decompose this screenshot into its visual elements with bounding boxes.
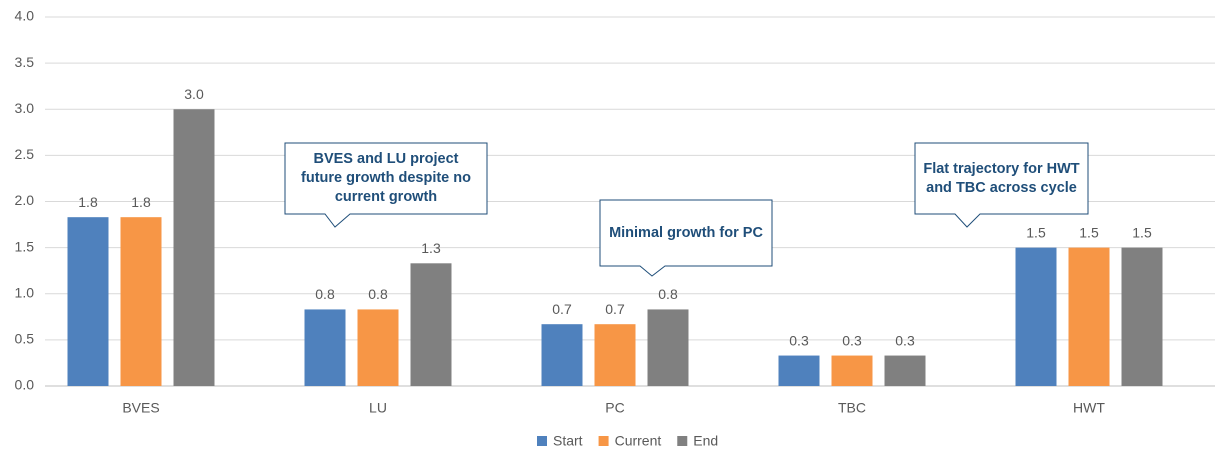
legend-swatch	[598, 436, 609, 446]
legend-label: Start	[553, 433, 583, 449]
y-tick-label: 0.0	[15, 377, 35, 393]
value-label: 3.0	[184, 86, 204, 102]
bar	[778, 355, 820, 386]
x-tick-label: BVES	[122, 400, 159, 416]
value-label: 1.3	[421, 240, 441, 256]
value-label: 0.3	[789, 332, 809, 348]
x-tick-label: TBC	[838, 400, 866, 416]
y-tick-label: 4.0	[15, 8, 35, 24]
x-tick-label: PC	[605, 400, 624, 416]
legend-label: Current	[615, 433, 662, 449]
bar	[594, 324, 636, 386]
value-label: 0.8	[658, 286, 678, 302]
y-tick-label: 2.0	[15, 192, 35, 208]
callout-box	[914, 142, 1089, 228]
legend-label: End	[693, 433, 718, 449]
bar	[173, 109, 215, 386]
bar	[410, 263, 452, 386]
y-tick-label: 0.5	[15, 331, 35, 347]
value-label: 1.5	[1026, 224, 1046, 240]
callout-box	[599, 199, 773, 277]
bar	[1068, 247, 1110, 386]
value-label: 0.8	[368, 286, 388, 302]
bar	[1121, 247, 1163, 386]
value-label: 0.7	[552, 301, 572, 317]
bar	[67, 217, 109, 386]
value-label: 0.3	[842, 332, 862, 348]
x-tick-label: LU	[369, 400, 387, 416]
bar	[884, 355, 926, 386]
y-tick-label: 2.5	[15, 146, 35, 162]
legend-swatch	[537, 436, 547, 446]
bar	[831, 355, 873, 386]
x-tick-label: HWT	[1073, 400, 1105, 416]
callout-text: BVES and LU project future growth despit…	[301, 151, 471, 205]
bar	[541, 324, 583, 386]
value-label: 1.5	[1132, 224, 1152, 240]
value-label: 1.8	[131, 194, 151, 210]
callout-text: Flat trajectory for HWT and TBC across c…	[923, 160, 1080, 196]
value-label: 0.7	[605, 301, 625, 317]
y-tick-label: 1.0	[15, 284, 35, 300]
value-label: 0.8	[315, 286, 335, 302]
bar	[357, 309, 399, 386]
y-tick-label: 3.5	[15, 54, 35, 70]
y-tick-label: 1.5	[15, 238, 35, 254]
bar	[647, 309, 689, 386]
value-label: 0.3	[895, 332, 915, 348]
bar	[120, 217, 162, 386]
legend-swatch	[677, 436, 688, 446]
bar	[304, 309, 346, 386]
value-label: 1.8	[78, 194, 98, 210]
value-label: 1.5	[1079, 224, 1099, 240]
callout-text: Minimal growth for PC	[609, 224, 763, 241]
y-tick-label: 3.0	[15, 100, 35, 116]
callout-box	[284, 142, 488, 228]
bar	[1015, 247, 1057, 386]
